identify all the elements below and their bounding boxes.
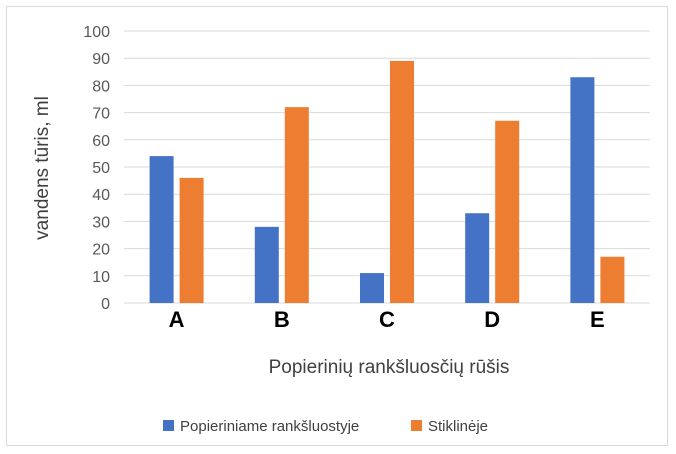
y-tick-label: 90: [92, 51, 110, 68]
chart-frame: [6, 6, 668, 446]
bar-C-series-1: [360, 273, 384, 303]
y-tick-label: 70: [92, 106, 110, 123]
y-tick-label: 10: [92, 269, 110, 286]
bar-A-series-2: [179, 177, 204, 303]
bar-D-series-2: [495, 120, 520, 303]
y-axis-ticks: 0 10 20 30 40 50 60 70 80 90 100: [83, 24, 110, 313]
y-tick-label: 60: [92, 133, 110, 150]
x-axis-title: Popierinių rankšluosčių rūšis: [269, 357, 510, 378]
x-axis-categories: A B C D E: [169, 307, 605, 332]
x-category-label: C: [379, 307, 395, 332]
y-tick-label: 80: [92, 78, 110, 95]
bar-C-series-2: [390, 60, 414, 303]
x-category-label: A: [169, 307, 185, 332]
legend: Popieriniame rankšluostyje Stiklinėje: [163, 418, 488, 435]
bar-A-series-1: [149, 156, 174, 303]
legend-swatch: [163, 420, 174, 431]
y-tick-label: 20: [92, 242, 110, 259]
y-tick-label: 30: [92, 214, 110, 231]
y-tick-label: 0: [101, 296, 110, 313]
y-tick-label: 100: [83, 24, 110, 41]
y-tick-label: 50: [92, 160, 110, 177]
x-category-label: E: [590, 307, 605, 332]
y-axis-title: vandens tūris, ml: [32, 96, 53, 240]
legend-label: Popieriniame rankšluostyje: [180, 418, 359, 435]
bar-E-series-2: [600, 256, 625, 303]
bars: [149, 60, 625, 304]
gridlines: [124, 30, 650, 304]
y-tick-label: 40: [92, 187, 110, 204]
legend-label: Stiklinėje: [428, 418, 488, 435]
x-category-label: B: [274, 307, 290, 332]
x-category-label: D: [484, 307, 500, 332]
legend-swatch: [411, 420, 422, 431]
bar-B-series-2: [284, 107, 309, 303]
bar-E-series-1: [570, 77, 595, 304]
bar-B-series-1: [254, 226, 279, 303]
bar-D-series-1: [465, 213, 490, 303]
